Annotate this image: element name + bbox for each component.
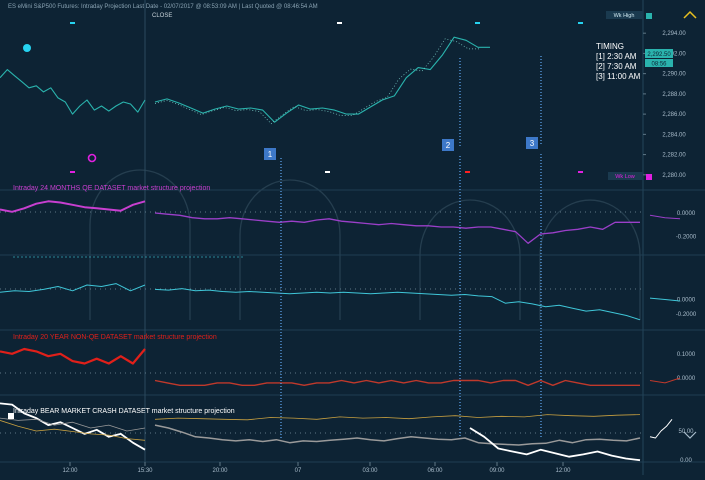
- timing-marker-2: [442, 139, 454, 151]
- price-projection-line: [154, 38, 480, 125]
- bear-current-line: [469, 427, 641, 462]
- bear-legend-swatch: [8, 413, 14, 419]
- range-marker: [70, 171, 75, 173]
- qe24-tail-line: [649, 214, 681, 220]
- bear-history-grey-line: [0, 417, 146, 432]
- timing-item-3: [3] 11:00 AM: [596, 72, 641, 81]
- nonqe-current-line: [154, 379, 640, 386]
- watermark-arc: [89, 169, 191, 320]
- timing-marker-label-2: 2: [446, 141, 451, 150]
- nonqe-tick-label: 0.1000: [677, 352, 696, 358]
- nonqe-history-line: [0, 347, 146, 365]
- time-tick-label: 03:00: [362, 468, 378, 474]
- wk-high-swatch: [646, 13, 652, 19]
- price-tick-label: 2,292.00: [662, 51, 686, 57]
- time-tick-label: 20:00: [212, 468, 228, 474]
- watermark-logo: [89, 169, 641, 320]
- bear-history-line: [0, 402, 146, 451]
- watermark-arc: [419, 199, 521, 320]
- cyan-dot: [23, 44, 31, 52]
- wk-low-label: Wk Low: [615, 174, 635, 180]
- range-marker: [325, 171, 330, 173]
- price-current-line: [154, 36, 490, 123]
- time-tick-label: 15:30: [137, 468, 153, 474]
- close-label: CLOSE: [152, 13, 173, 19]
- chart-header-title: ES eMini S&P500 Futures: Intraday Projec…: [8, 4, 318, 10]
- price-tick-label: 2,282.00: [662, 153, 686, 159]
- last-time-value: 08:56: [651, 62, 667, 68]
- bear-projection-line: [154, 424, 641, 446]
- nonqe-tick-label: 0.0000: [677, 376, 696, 382]
- wk-high-tag: [606, 11, 643, 19]
- price-tick-label: 2,286.00: [662, 112, 686, 118]
- qe24-pane-title: Intraday 24 MONTHS QE DATASET market str…: [13, 185, 211, 192]
- watermark-arc: [539, 199, 641, 320]
- nonqe-tail-line: [649, 377, 681, 384]
- wk-low-swatch: [646, 174, 652, 180]
- price-tick-label: 2,294.00: [662, 31, 686, 37]
- range-marker: [337, 22, 342, 24]
- aux-history-line: [0, 283, 146, 293]
- timing-item-2: [2] 7:30 AM: [596, 62, 637, 71]
- magenta-ring: [87, 153, 97, 163]
- time-tick-label: 06:00: [427, 468, 443, 474]
- aux-tick-label: -0.2000: [676, 312, 697, 318]
- chevron-up-icon: [683, 10, 697, 19]
- price-tick-label: 2,280.00: [662, 173, 686, 179]
- bear-pane-title: Intraday BEAR MARKET CRASH DATASET marke…: [13, 408, 235, 415]
- bear-gold-line: [154, 414, 641, 421]
- range-marker: [465, 171, 470, 173]
- qe24-tick-label: -0.2000: [676, 234, 697, 240]
- last-price-tag: [645, 49, 673, 58]
- aux-tick-label: 0.0000: [677, 298, 696, 304]
- bear-tail-line: [649, 418, 673, 439]
- aux-current-line: [154, 288, 641, 321]
- aux-tail-line: [649, 297, 681, 302]
- timing-marker-label-1: 1: [268, 150, 273, 159]
- wk-low-tag: [608, 172, 643, 180]
- bear-history-gold-line: [0, 420, 146, 441]
- time-tick-label: 09:00: [489, 468, 505, 474]
- range-marker: [475, 22, 480, 24]
- timing-marker-label-3: 3: [530, 139, 535, 148]
- time-tick-label: 12:00: [555, 468, 571, 474]
- watermark-arc: [239, 179, 341, 320]
- timing-marker-1: [264, 148, 276, 160]
- last-time-tag: [645, 59, 673, 67]
- range-marker: [578, 171, 583, 173]
- wk-high-label: Wk High: [614, 13, 635, 19]
- nonqe-pane-title: Intraday 20 YEAR NON-QE DATASET market s…: [13, 334, 217, 341]
- time-tick-label: 07: [295, 468, 302, 474]
- price-history-line: [0, 69, 146, 115]
- bear-tick-label: 50.00: [678, 429, 694, 435]
- price-tick-label: 2,290.00: [662, 72, 686, 78]
- qe24-current-line: [154, 212, 640, 244]
- last-price-value: 2,292.50: [647, 52, 671, 58]
- timing-title: TIMING: [596, 42, 624, 51]
- timing-panel: TIMING [1] 2:30 AM [2] 7:30 AM [3] 11:00…: [596, 42, 640, 82]
- price-tick-label: 2,288.00: [662, 92, 686, 98]
- chevron-down-icon: [683, 431, 697, 439]
- range-marker: [578, 22, 583, 24]
- bear-tick-label: 0.00: [680, 458, 692, 464]
- qe24-history-line: [0, 200, 146, 213]
- timing-item-1: [1] 2:30 AM: [596, 52, 637, 61]
- range-marker: [70, 22, 75, 24]
- price-tick-label: 2,284.00: [662, 132, 686, 138]
- timing-marker-3: [526, 137, 538, 149]
- time-tick-label: 12:00: [62, 468, 78, 474]
- qe24-tick-label: 0.0000: [677, 211, 696, 217]
